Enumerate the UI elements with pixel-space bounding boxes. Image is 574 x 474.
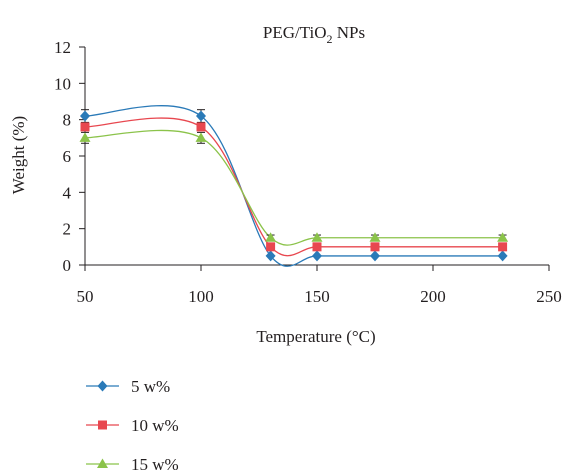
y-tick-label: 8	[63, 111, 72, 130]
data-point	[197, 122, 206, 131]
y-tick-label: 2	[63, 220, 72, 239]
y-axis-label: Weight (%)	[9, 116, 28, 194]
data-point	[371, 242, 380, 251]
legend-label: 15 w%	[131, 455, 179, 474]
y-tick-label: 4	[63, 183, 72, 202]
y-tick-label: 10	[54, 74, 71, 93]
series-line	[85, 118, 503, 256]
legend-item: 10 w%	[86, 416, 179, 435]
x-tick-label: 50	[77, 287, 94, 306]
series-1	[80, 106, 508, 267]
legend-label: 5 w%	[131, 377, 170, 396]
legend-item: 15 w%	[86, 455, 179, 474]
data-point	[370, 250, 380, 261]
x-tick-label: 150	[304, 287, 330, 306]
series-line	[85, 106, 503, 267]
data-point	[312, 250, 322, 261]
x-tick-label: 250	[536, 287, 562, 306]
data-point	[312, 232, 323, 242]
legend: 5 w% 10 w% 15 w%	[86, 377, 179, 474]
legend-label: 10 w%	[131, 416, 179, 435]
data-point	[313, 242, 322, 251]
data-point	[266, 242, 275, 251]
axes: 0 2 4 6 8 10 12 50 100 150 200 250	[54, 38, 562, 306]
data-point	[81, 122, 90, 131]
series-3	[80, 130, 509, 245]
data-point	[497, 232, 508, 242]
legend-marker	[98, 421, 107, 430]
series-line	[85, 130, 503, 245]
legend-item: 5 w%	[86, 377, 170, 396]
x-tick-label: 200	[420, 287, 446, 306]
y-tick-label: 0	[63, 256, 72, 275]
series-layer	[80, 106, 509, 267]
y-tick-label: 6	[63, 147, 72, 166]
x-tick-label: 100	[188, 287, 214, 306]
chart-title: PEG/TiO2 NPs	[263, 23, 365, 46]
data-point	[498, 250, 508, 261]
data-point	[196, 132, 207, 142]
x-axis-label: Temperature (°C)	[256, 327, 375, 346]
legend-marker	[98, 381, 108, 392]
y-tick-label: 12	[54, 38, 71, 57]
data-point	[370, 232, 381, 242]
series-2	[81, 118, 508, 256]
legend-marker	[97, 459, 108, 469]
data-point	[498, 242, 507, 251]
